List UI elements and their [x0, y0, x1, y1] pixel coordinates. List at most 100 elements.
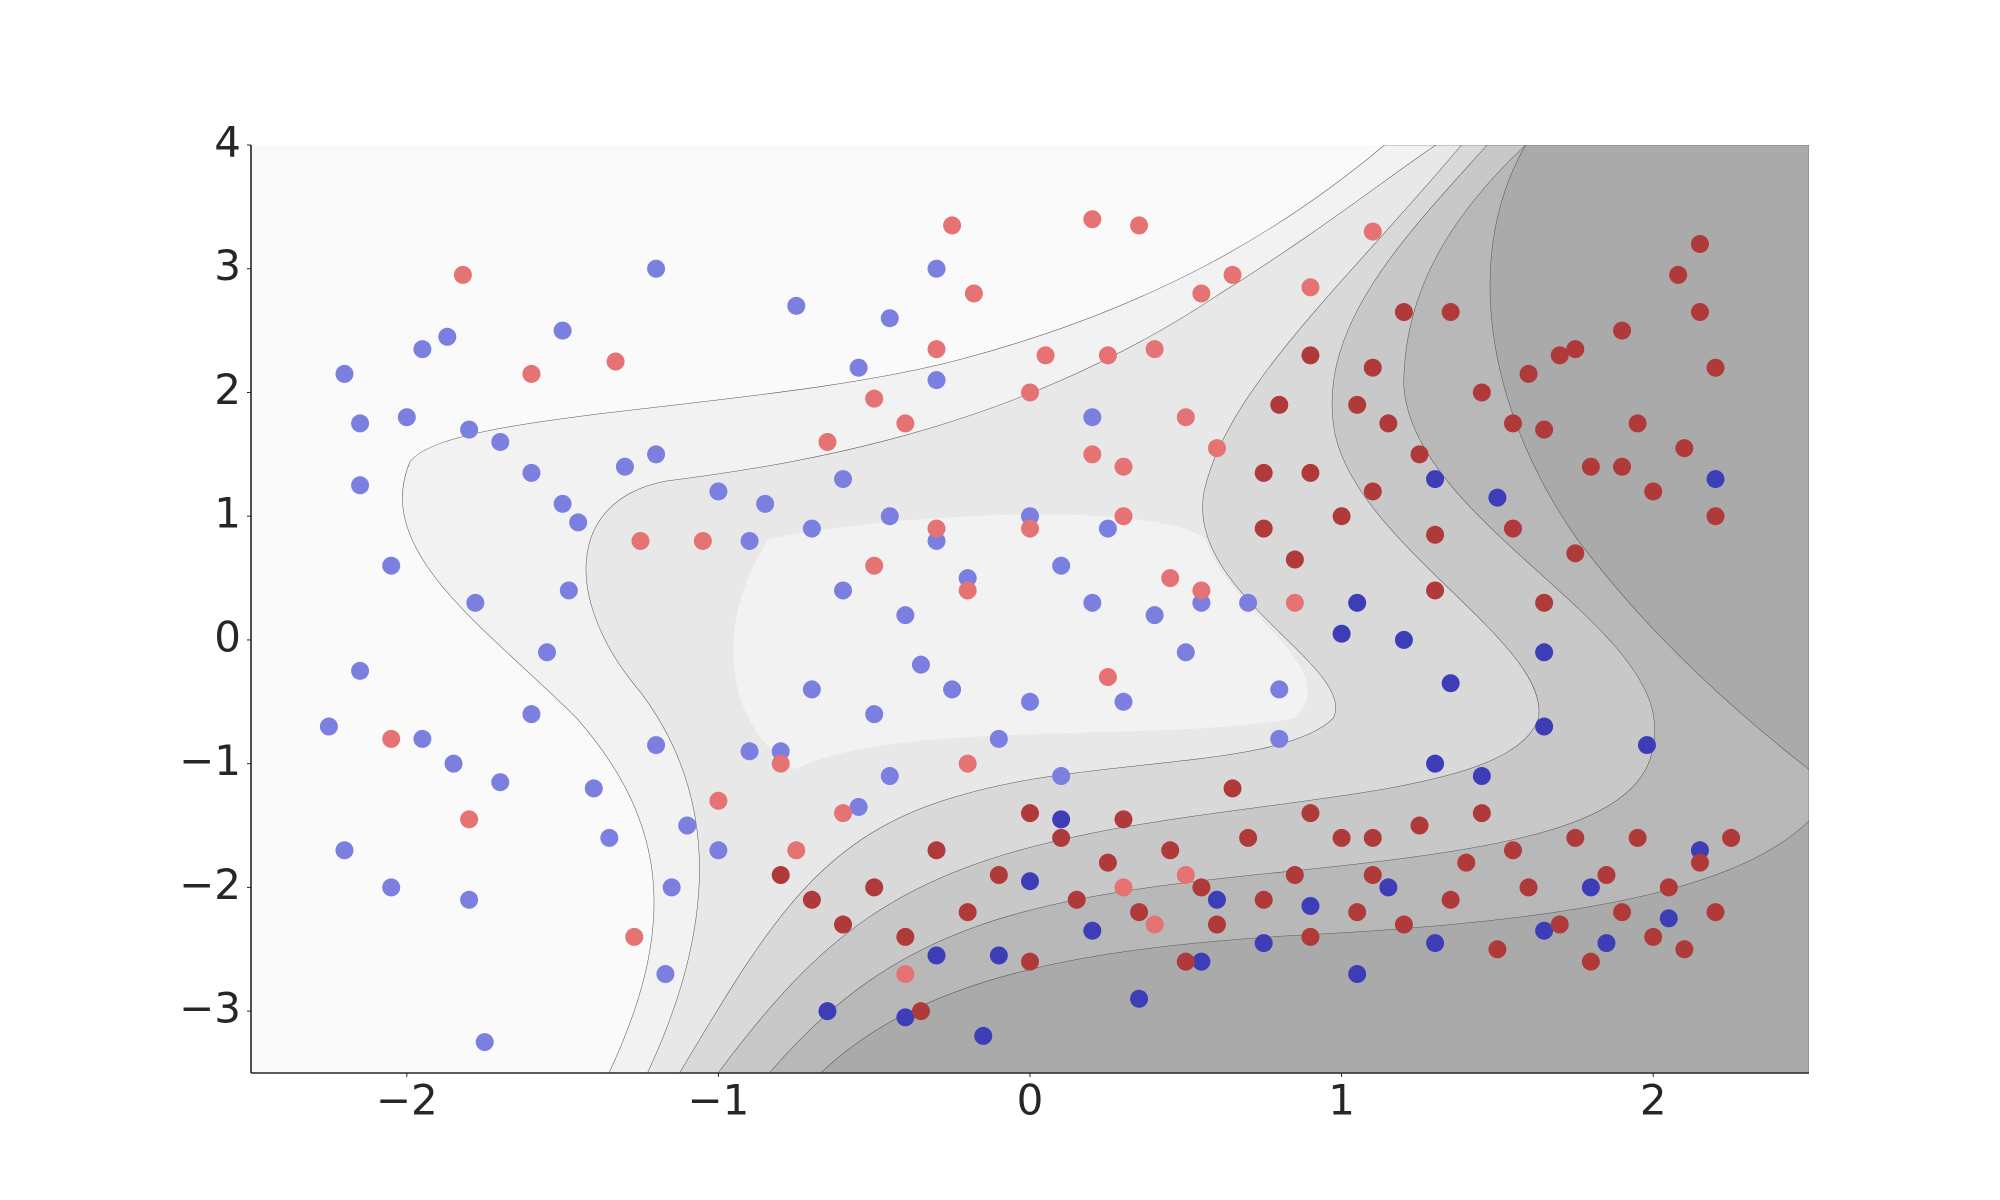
point	[1145, 606, 1164, 625]
point	[1285, 593, 1304, 612]
point	[1192, 878, 1211, 897]
point	[802, 680, 821, 699]
point	[522, 364, 541, 383]
point	[896, 414, 915, 433]
point	[1176, 643, 1195, 662]
point	[1613, 457, 1632, 476]
point	[1597, 866, 1616, 885]
point	[1690, 853, 1709, 872]
point	[1176, 408, 1195, 427]
point	[1052, 556, 1071, 575]
point	[1192, 284, 1211, 303]
point	[413, 729, 432, 748]
point	[1114, 810, 1133, 829]
point	[1145, 340, 1164, 359]
point	[818, 432, 837, 451]
point	[1301, 463, 1320, 482]
point	[1145, 915, 1164, 934]
point	[1332, 507, 1351, 526]
point	[522, 705, 541, 724]
point	[569, 513, 588, 532]
point	[865, 878, 884, 897]
point	[1161, 569, 1180, 588]
point	[787, 841, 806, 860]
point	[1472, 767, 1491, 786]
point	[1176, 866, 1195, 885]
point	[1597, 934, 1616, 953]
point	[834, 470, 853, 489]
x-tick-label: −1	[687, 1076, 749, 1125]
point	[771, 754, 790, 773]
point	[1161, 841, 1180, 860]
point	[382, 878, 401, 897]
point	[647, 736, 666, 755]
y-tick-label: −3	[179, 984, 241, 1033]
point	[1301, 927, 1320, 946]
point	[1332, 828, 1351, 847]
point	[1535, 921, 1554, 940]
point	[896, 1008, 915, 1027]
point	[709, 791, 728, 810]
point	[1301, 346, 1320, 365]
point	[1394, 630, 1413, 649]
point	[1706, 507, 1725, 526]
point	[1410, 445, 1429, 464]
point	[1706, 470, 1725, 489]
point	[1301, 896, 1320, 915]
point	[351, 414, 370, 433]
point	[802, 890, 821, 909]
point	[1581, 878, 1600, 897]
point	[1426, 581, 1445, 600]
point	[771, 742, 790, 761]
point	[559, 581, 578, 600]
point	[927, 259, 946, 278]
point	[896, 606, 915, 625]
point	[1426, 525, 1445, 544]
point	[1130, 989, 1149, 1008]
point	[1114, 507, 1133, 526]
point	[397, 408, 416, 427]
x-tick-label: 2	[1640, 1076, 1667, 1125]
point	[1270, 395, 1289, 414]
point	[1503, 519, 1522, 538]
point	[1675, 940, 1694, 959]
point	[1581, 952, 1600, 971]
point	[1613, 321, 1632, 340]
point	[413, 340, 432, 359]
y-tick-label: 3	[214, 241, 241, 290]
decision-regions	[251, 145, 1809, 1073]
point	[896, 927, 915, 946]
region	[820, 820, 1809, 1073]
point	[974, 1026, 993, 1045]
point	[1114, 878, 1133, 897]
point	[1363, 358, 1382, 377]
point	[865, 705, 884, 724]
point	[1021, 507, 1039, 526]
point	[989, 946, 1008, 965]
point	[1441, 674, 1460, 693]
point	[1519, 364, 1538, 383]
point	[584, 779, 603, 798]
point	[1098, 519, 1117, 538]
point	[1052, 828, 1071, 847]
point	[1052, 767, 1071, 786]
point	[1441, 890, 1460, 909]
point	[1379, 414, 1398, 433]
point	[1021, 804, 1039, 823]
point	[1083, 210, 1102, 229]
point	[927, 841, 946, 860]
point	[1644, 482, 1663, 501]
point	[1503, 414, 1522, 433]
point	[1488, 488, 1507, 507]
point	[943, 216, 962, 235]
point	[927, 531, 946, 550]
point	[880, 767, 899, 786]
point	[319, 717, 338, 736]
point	[1083, 593, 1102, 612]
point	[865, 389, 884, 408]
point	[1223, 265, 1242, 284]
point	[787, 296, 806, 315]
y-tick-label: 4	[214, 118, 241, 167]
point	[1254, 519, 1273, 538]
point	[896, 965, 915, 984]
